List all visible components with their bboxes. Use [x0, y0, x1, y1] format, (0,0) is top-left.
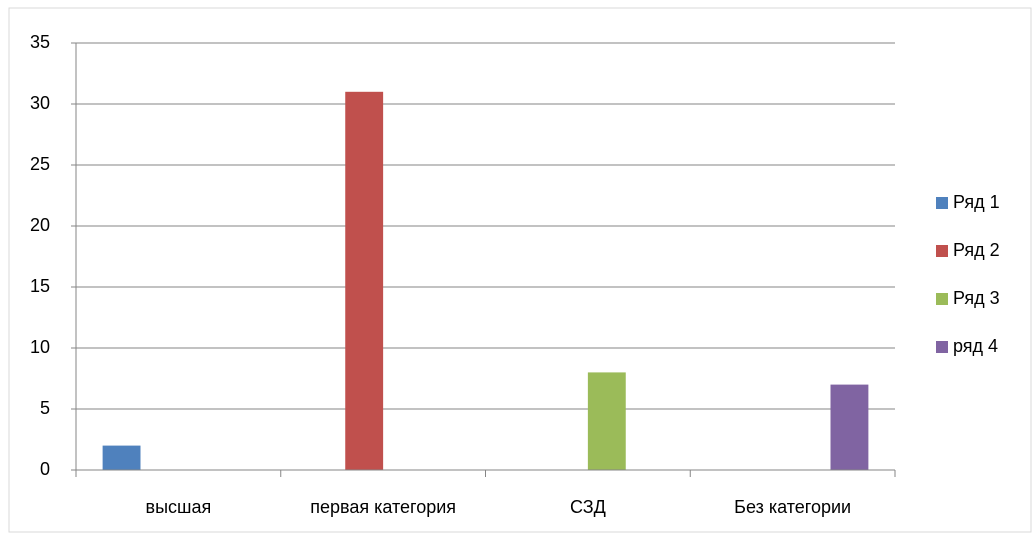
y-tick-label: 20: [30, 215, 50, 235]
legend-swatch: [936, 341, 948, 353]
legend-swatch: [936, 197, 948, 209]
legend-label: Ряд 1: [953, 192, 1000, 212]
bar: [345, 91, 384, 471]
y-tick-label: 35: [30, 32, 50, 52]
legend-label: ряд 4: [953, 336, 998, 356]
legend-swatch: [936, 245, 948, 257]
y-tick-label: 0: [40, 459, 50, 479]
chart-border: [8, 7, 1032, 533]
y-tick-label: 10: [30, 337, 50, 357]
y-tick-label: 15: [30, 276, 50, 296]
y-tick-label: 25: [30, 154, 50, 174]
legend-label: Ряд 3: [953, 288, 1000, 308]
y-tick-label: 30: [30, 93, 50, 113]
y-tick-label: 5: [40, 398, 50, 418]
x-tick-label: высшая: [146, 497, 212, 517]
legend-swatch: [936, 293, 948, 305]
bar: [587, 372, 626, 470]
bar: [102, 445, 141, 470]
x-tick-label: Без категории: [734, 497, 851, 517]
bar: [830, 384, 869, 470]
legend-label: Ряд 2: [953, 240, 1000, 260]
x-tick-label: СЗД: [570, 497, 606, 517]
x-tick-label: первая категория: [310, 497, 456, 517]
